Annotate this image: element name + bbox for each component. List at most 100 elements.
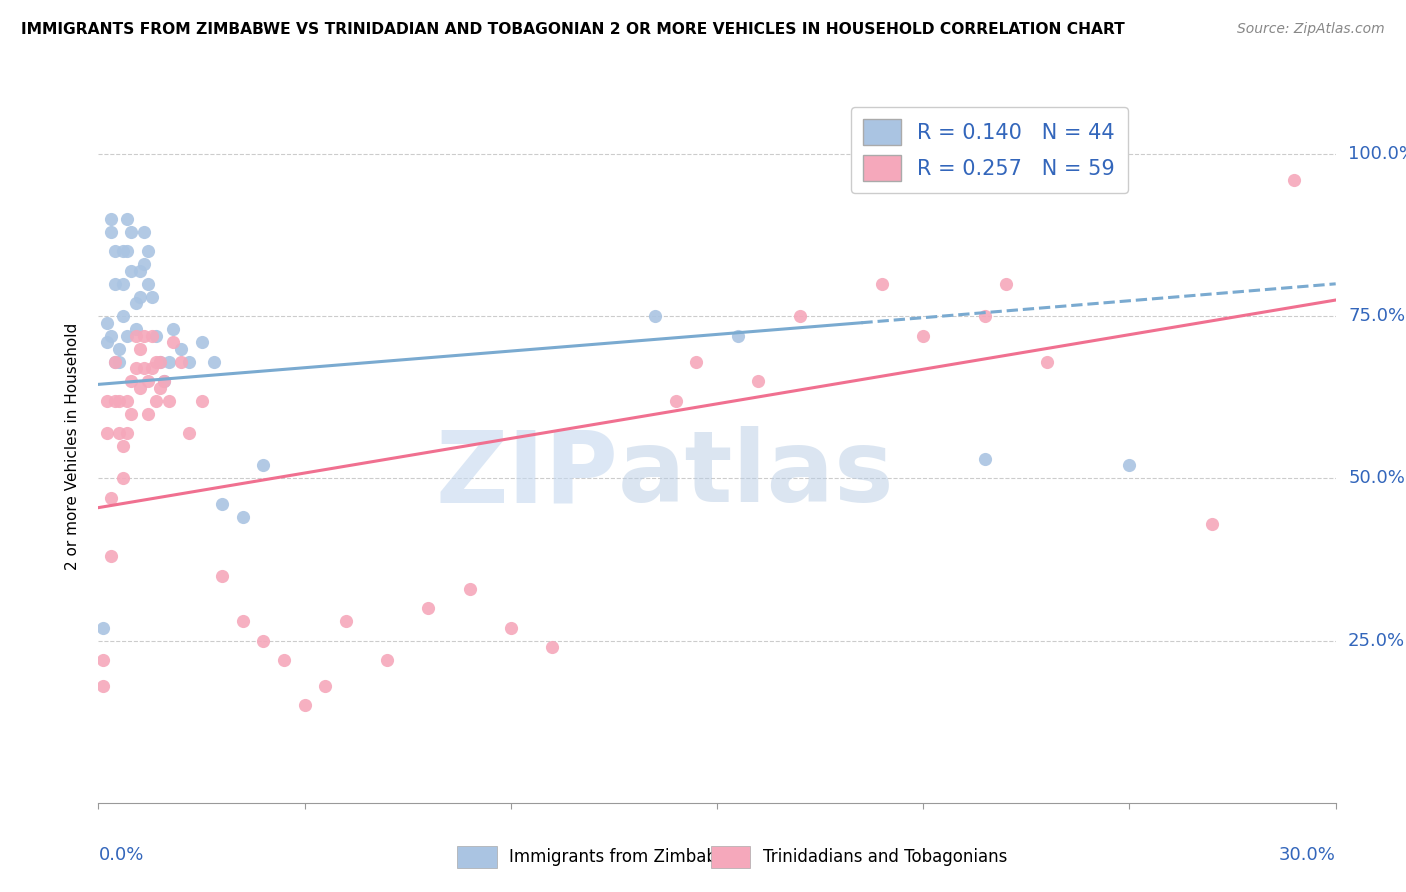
Point [120,407,142,421]
Point [128,290,150,304]
Point [117,328,139,343]
Point [789,310,811,324]
Point [117,211,139,226]
Point [314,679,336,693]
Point [100,211,122,226]
Point [112,439,135,453]
Point [232,614,254,628]
Point [211,497,233,511]
Point [112,277,135,291]
Point [727,328,749,343]
Point [108,425,131,440]
Point [96,425,118,440]
Point [149,354,172,368]
Point [644,310,666,324]
Point [96,393,118,408]
FancyBboxPatch shape [457,846,496,869]
Point [136,374,159,388]
Point [232,510,254,524]
Point [153,374,176,388]
Legend: R = 0.140   N = 44, R = 0.257   N = 59: R = 0.140 N = 44, R = 0.257 N = 59 [851,107,1128,193]
Point [91,621,114,635]
Point [112,471,135,485]
Point [104,393,127,408]
Point [91,653,114,667]
Point [136,244,159,259]
Point [117,393,139,408]
Point [141,290,163,304]
Text: Source: ZipAtlas.com: Source: ZipAtlas.com [1237,22,1385,37]
Text: 75.0%: 75.0% [1348,307,1405,326]
Point [136,407,159,421]
Y-axis label: 2 or more Vehicles in Household: 2 or more Vehicles in Household [65,322,80,570]
FancyBboxPatch shape [711,846,751,869]
Point [104,354,127,368]
Point [149,381,172,395]
Text: IMMIGRANTS FROM ZIMBABWE VS TRINIDADIAN AND TOBAGONIAN 2 OR MORE VEHICLES IN HOU: IMMIGRANTS FROM ZIMBABWE VS TRINIDADIAN … [21,22,1125,37]
Point [665,393,688,408]
Point [162,322,184,336]
Point [117,244,139,259]
Point [120,225,142,239]
Point [132,225,155,239]
Text: 100.0%: 100.0% [1348,145,1406,163]
Point [870,277,893,291]
Point [153,374,176,388]
Point [170,342,193,356]
Point [1201,516,1223,531]
Text: Immigrants from Zimbabwe: Immigrants from Zimbabwe [509,848,741,866]
Point [145,354,167,368]
Point [132,361,155,376]
Point [149,354,172,368]
Text: atlas: atlas [619,426,894,523]
Text: ZIP: ZIP [436,426,619,523]
Point [273,653,295,667]
Point [145,393,167,408]
Point [120,264,142,278]
Point [974,452,997,467]
Point [1284,173,1306,187]
Point [128,264,150,278]
Point [120,374,142,388]
Point [112,244,135,259]
Text: 30.0%: 30.0% [1279,846,1336,863]
Point [124,322,146,336]
Point [96,316,118,330]
Point [124,296,146,310]
Point [100,549,122,564]
Point [252,458,274,473]
Point [124,328,146,343]
Point [100,225,122,239]
Point [132,328,155,343]
Point [375,653,398,667]
Text: 25.0%: 25.0% [1348,632,1405,649]
Point [335,614,357,628]
Point [541,640,564,654]
Point [145,328,167,343]
Point [190,393,212,408]
Point [100,491,122,505]
Point [994,277,1017,291]
Point [108,354,131,368]
Point [211,568,233,582]
Point [499,621,522,635]
Point [108,393,131,408]
Point [202,354,225,368]
Point [141,328,163,343]
Point [294,698,316,713]
Point [91,679,114,693]
Point [128,381,150,395]
Point [179,354,201,368]
Point [974,310,997,324]
Point [108,342,131,356]
Point [128,342,150,356]
Point [747,374,769,388]
Point [162,335,184,350]
Text: 50.0%: 50.0% [1348,469,1405,487]
Point [179,425,201,440]
Point [141,361,163,376]
Point [1036,354,1059,368]
Point [96,335,118,350]
Point [458,582,481,596]
Point [252,633,274,648]
